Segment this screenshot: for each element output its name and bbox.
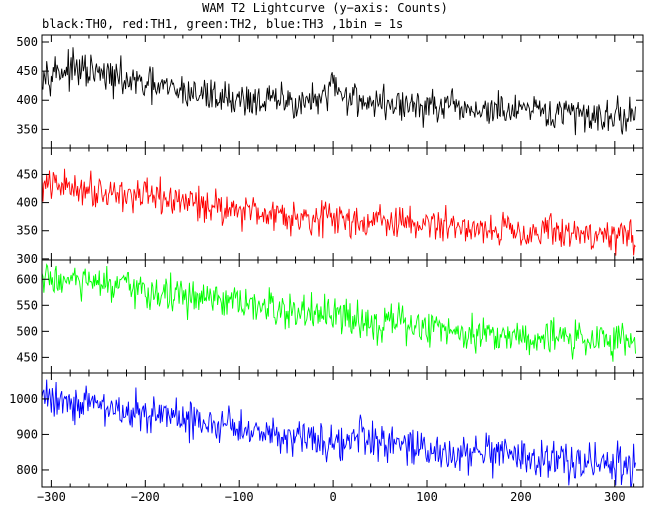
chart-title: WAM T2 Lightcurve (y−axis: Counts) [202,1,448,15]
lightcurve-th3 [42,379,636,487]
y-tick-label: 350 [16,122,38,136]
y-tick-label: 500 [16,324,38,338]
y-tick-label: 500 [16,35,38,49]
x-tick-label: −300 [37,490,66,504]
y-tick-label: 300 [16,252,38,266]
x-tick-label: 200 [510,490,532,504]
y-tick-label: 400 [16,93,38,107]
x-tick-label: −200 [131,490,160,504]
y-tick-label: 1000 [9,392,38,406]
panel-frame [41,34,644,149]
x-tick-label: −100 [225,490,254,504]
panel-th2: 450 500 550 600 [16,259,644,374]
y-tick-label: 400 [16,196,38,210]
lightcurve-th2 [42,263,636,362]
y-tick-label: 450 [16,350,38,364]
y-tick-label: 450 [16,167,38,181]
y-tick-label: 350 [16,224,38,238]
panel-th1: 300 350 400 450 [16,147,644,266]
chart-subtitle: black:TH0, red:TH1, green:TH2, blue:TH3 … [42,17,404,31]
y-tick-label: 800 [16,463,38,477]
y-tick-label: 600 [16,272,38,286]
lightcurve-th0 [42,47,636,136]
y-tick-label: 900 [16,427,38,441]
x-tick-label: 300 [604,490,626,504]
panel-th3: 800 900 1000 [9,372,644,488]
panel-th0: 350 400 450 500 [16,34,644,149]
y-tick-label: 550 [16,298,38,312]
x-tick-label: 0 [329,490,336,504]
panel-frame [41,372,644,488]
lightcurve-th1 [42,168,636,256]
x-tick-label: 100 [416,490,438,504]
y-tick-label: 450 [16,64,38,78]
